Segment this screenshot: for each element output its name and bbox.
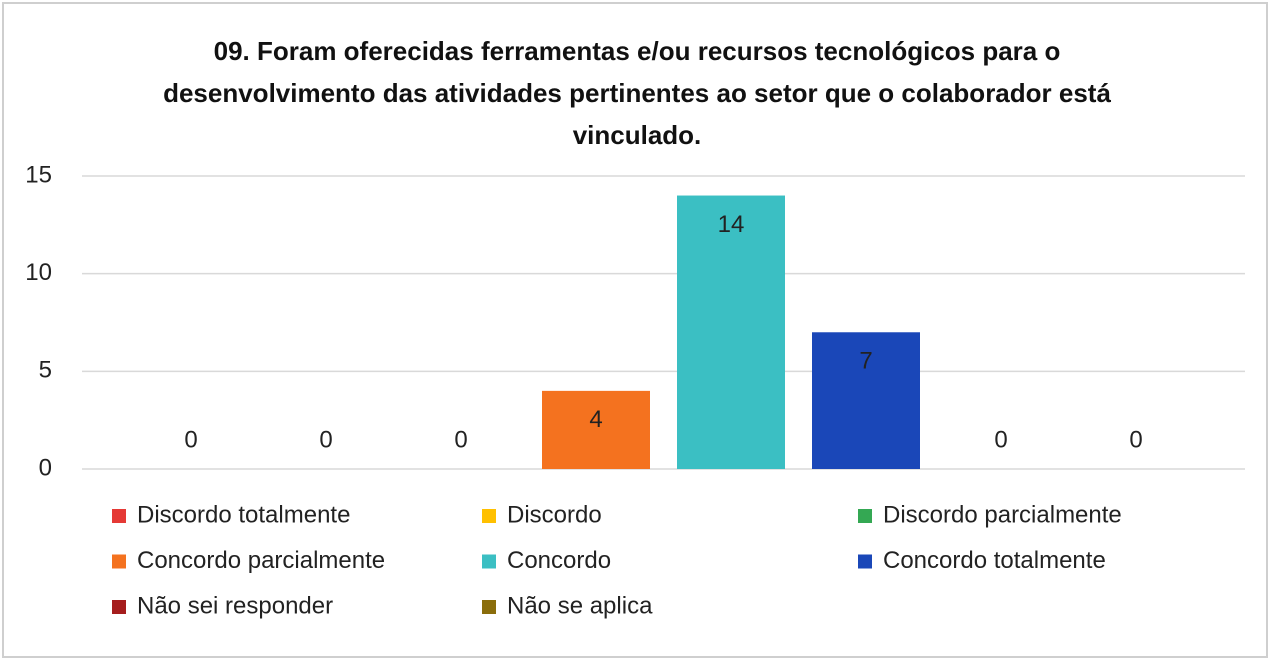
legend-swatch	[482, 600, 496, 614]
legend-label: Concordo	[507, 547, 611, 574]
y-tick-label: 15	[25, 161, 52, 188]
data-label: 7	[859, 348, 872, 375]
data-label: 0	[454, 426, 467, 453]
y-tick-label: 5	[39, 357, 52, 384]
y-tick-label: 10	[25, 259, 52, 286]
legend-swatch	[858, 554, 872, 569]
data-label: 0	[1129, 426, 1142, 453]
legend-label: Discordo	[507, 501, 602, 528]
legend-label: Não se aplica	[507, 592, 653, 619]
chart-title: 09. Foram oferecidas ferramentas e/ou re…	[163, 36, 1111, 150]
bar	[812, 332, 920, 469]
legend-label: Concordo totalmente	[883, 547, 1106, 574]
y-tick-label: 0	[39, 454, 52, 481]
bar	[542, 390, 650, 469]
bar	[677, 195, 785, 470]
legend-label: Discordo parcialmente	[883, 501, 1122, 528]
data-label: 4	[589, 406, 602, 433]
legend-label: Discordo totalmente	[137, 501, 350, 528]
data-label: 14	[718, 211, 745, 238]
legend-swatch	[482, 554, 496, 569]
data-label: 0	[994, 426, 1007, 453]
legend-swatch	[482, 509, 496, 523]
legend-swatch	[858, 509, 872, 523]
legend-swatch	[112, 600, 126, 614]
legend-swatch	[112, 554, 126, 569]
data-label: 0	[319, 426, 332, 453]
legend-label: Não sei responder	[137, 592, 333, 619]
data-label: 0	[184, 426, 197, 453]
legend-swatch	[112, 509, 126, 523]
legend-label: Concordo parcialmente	[137, 547, 385, 574]
